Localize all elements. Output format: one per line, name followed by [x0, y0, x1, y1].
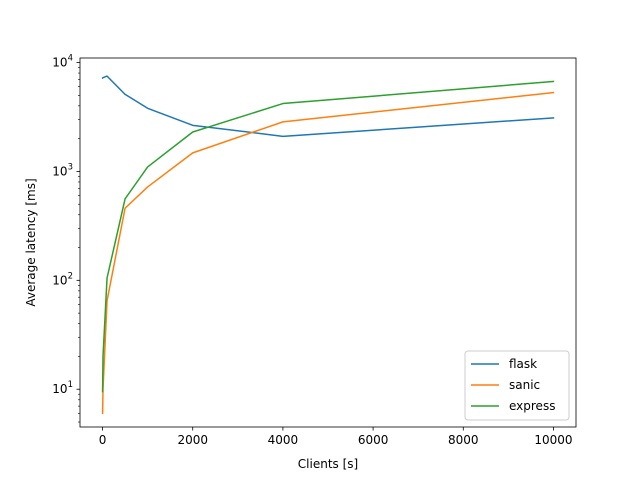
x-tick-label: 2000	[177, 433, 208, 447]
y-tick-label: 103	[52, 162, 73, 178]
series-line-sanic	[101, 91, 555, 415]
x-tick-label: 10000	[534, 433, 572, 447]
y-axis-label: Average latency [ms]	[24, 178, 38, 306]
x-axis-ticks: 0 2000 4000 6000 8000 10000	[99, 427, 573, 447]
y-tick-label: 101	[52, 380, 73, 396]
series-line-express	[101, 80, 555, 393]
plot-frame	[79, 57, 577, 428]
legend-label-flask: flask	[509, 357, 537, 371]
series-layer	[101, 75, 555, 415]
legend-label-express: express	[509, 399, 555, 413]
legend-label-sanic: sanic	[509, 378, 540, 392]
series-line-flask	[101, 75, 555, 138]
x-tick-label: 4000	[268, 433, 299, 447]
x-axis-label: Clients [s]	[298, 457, 358, 471]
x-tick-label: 8000	[448, 433, 479, 447]
x-tick-label: 6000	[358, 433, 389, 447]
x-tick-label: 0	[99, 433, 107, 447]
legend-box	[464, 350, 570, 421]
y-axis-ticks: 101 102 103 104	[52, 54, 80, 423]
y-tick-label: 102	[52, 271, 73, 287]
legend: flask sanic express	[464, 350, 570, 421]
y-tick-label: 104	[52, 54, 73, 70]
